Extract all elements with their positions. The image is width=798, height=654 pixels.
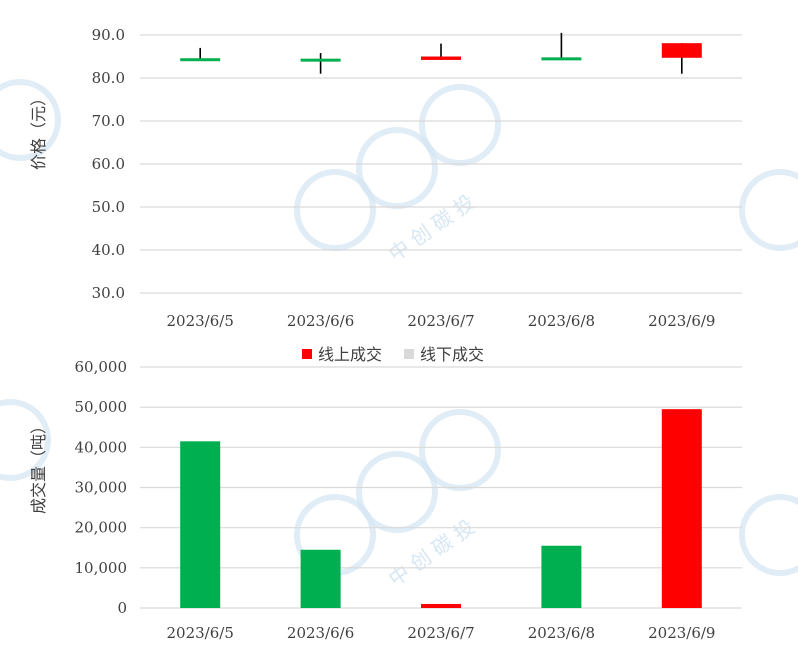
price-candle-body [300, 58, 341, 62]
price-candles [180, 32, 702, 74]
price-candle-body [180, 58, 221, 62]
volume-y-axis-label: 成交量（吨） [29, 418, 48, 514]
price-y-tick-label: 80.0 [92, 69, 125, 87]
price-y-ticks: 90.0 80.0 70.0 60.0 50.0 40.0 30.0 [92, 26, 125, 302]
legend-swatch-offline [404, 349, 414, 359]
volume-bar [541, 545, 582, 608]
volume-y-tick-label: 50,000 [75, 398, 128, 416]
price-y-tick-label: 60.0 [92, 155, 125, 173]
price-y-axis-label: 价格（元） [29, 90, 48, 170]
legend-label-online: 线上成交 [318, 345, 382, 364]
price-x-tick-label: 2023/6/5 [167, 312, 234, 330]
volume-y-ticks: 60,000 50,000 40,000 30,000 20,000 10,000 0 [75, 358, 128, 617]
volume-x-tick-label: 2023/6/7 [407, 624, 474, 642]
price-x-tick-label: 2023/6/9 [648, 312, 715, 330]
volume-y-tick-label: 60,000 [75, 358, 128, 376]
price-x-tick-label: 2023/6/6 [287, 312, 354, 330]
volume-gridlines [140, 366, 742, 609]
price-y-tick-label: 90.0 [92, 26, 125, 44]
volume-y-tick-label: 30,000 [75, 479, 128, 497]
price-y-tick-label: 70.0 [92, 112, 125, 130]
price-candle-body [661, 43, 702, 58]
volume-bars [180, 409, 702, 608]
volume-y-tick-label: 0 [117, 599, 127, 617]
volume-x-tick-label: 2023/6/6 [287, 624, 354, 642]
price-gridlines [140, 34, 742, 294]
legend: 线上成交 线下成交 [302, 345, 484, 364]
legend-label-offline: 线下成交 [420, 345, 484, 364]
price-x-tick-label: 2023/6/8 [528, 312, 595, 330]
volume-bar [300, 549, 341, 608]
volume-x-tick-label: 2023/6/9 [648, 624, 715, 642]
volume-bar [421, 603, 461, 608]
volume-bar [180, 441, 221, 608]
price-y-tick-label: 40.0 [92, 241, 125, 259]
volume-x-tick-label: 2023/6/5 [167, 624, 234, 642]
volume-bar [661, 409, 702, 608]
volume-y-tick-label: 40,000 [75, 438, 128, 456]
volume-y-tick-label: 20,000 [75, 519, 128, 537]
volume-y-tick-label: 10,000 [75, 559, 128, 577]
legend-swatch-online [302, 349, 312, 359]
volume-x-ticks: 2023/6/5 2023/6/6 2023/6/7 2023/6/8 2023/6/9 [167, 624, 716, 642]
price-x-tick-label: 2023/6/7 [407, 312, 474, 330]
price-y-tick-label: 50.0 [92, 198, 125, 216]
price-x-ticks: 2023/6/5 2023/6/6 2023/6/7 2023/6/8 2023/6/9 [167, 312, 716, 330]
price-candle-body [541, 57, 582, 61]
volume-x-tick-label: 2023/6/8 [528, 624, 595, 642]
price-y-tick-label: 30.0 [92, 284, 125, 302]
watermark-text: 中 创 碳 投 [384, 515, 479, 591]
watermark-text: 中 创 碳 投 [384, 190, 479, 266]
price-candle-body [421, 56, 461, 60]
